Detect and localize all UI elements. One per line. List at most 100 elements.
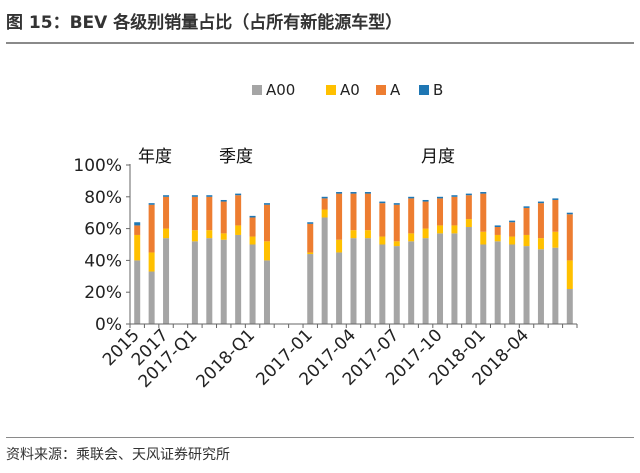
bar-segment-a xyxy=(494,227,501,235)
figure-title: 图 15：BEV 各级别销量占比（占所有新能源车型） xyxy=(6,13,403,33)
bar-segment-a0 xyxy=(537,238,544,250)
bar-segment-a xyxy=(422,201,429,229)
bar-segment-a00 xyxy=(307,254,314,324)
bar-segment-a00 xyxy=(148,271,155,324)
bar-segment-b xyxy=(509,220,516,223)
bar-segment-b xyxy=(321,196,328,199)
bar-segment-a00 xyxy=(220,239,227,324)
bar-segment-a00 xyxy=(321,217,328,324)
legend-label-a: A xyxy=(390,81,401,99)
bar-segment-a0 xyxy=(235,225,242,235)
bar-segment-b xyxy=(537,201,544,204)
bar-segment-a0 xyxy=(350,230,357,239)
bar-segment-a xyxy=(134,225,141,235)
bar-segment-a0 xyxy=(422,228,429,239)
bar-segment-a xyxy=(350,193,357,231)
bar-segment-b xyxy=(350,192,357,194)
bar-segment-a xyxy=(552,199,559,232)
bar-segment-a0 xyxy=(552,231,559,248)
bar-segment-a xyxy=(364,193,371,231)
bar-segment-a xyxy=(263,204,270,242)
bar-segment-a0 xyxy=(206,230,213,239)
bar-segment-a00 xyxy=(206,238,213,324)
title-divider xyxy=(6,42,634,44)
bar-segment-a xyxy=(465,195,472,220)
bar-segment-a0 xyxy=(480,231,487,245)
bar-segment-b xyxy=(307,222,314,224)
source-divider xyxy=(6,437,634,438)
bar-segment-a00 xyxy=(494,241,501,324)
bar-segment-a00 xyxy=(408,241,415,324)
bar-segment-a0 xyxy=(465,219,472,228)
legend-label-a00: A00 xyxy=(266,81,295,99)
bar-segment-b xyxy=(480,192,487,194)
bar-segment-b xyxy=(235,193,242,196)
bar-segment-a0 xyxy=(220,233,227,240)
bar-segment-a0 xyxy=(191,230,198,242)
bar-segment-a00 xyxy=(350,238,357,324)
bar-segment-a xyxy=(393,204,400,242)
group-label: 年度 xyxy=(138,147,172,167)
bar-segment-a00 xyxy=(364,238,371,324)
bar-segment-a xyxy=(437,198,444,226)
bar-segment-a xyxy=(523,207,530,235)
bar-segment-a0 xyxy=(336,239,343,253)
bar-segment-a xyxy=(191,196,198,231)
bar-segment-a0 xyxy=(451,225,458,234)
bar-segment-a xyxy=(451,196,458,226)
bar-segment-b xyxy=(566,212,573,215)
legend-label-a0: A0 xyxy=(340,81,360,99)
bar-segment-b xyxy=(408,196,415,199)
bar-segment-b xyxy=(523,206,530,208)
bar-segment-a0 xyxy=(163,228,170,239)
bar-segment-a00 xyxy=(163,238,170,324)
x-tick-label: 2018-Q1 xyxy=(192,325,259,392)
bar-segment-a00 xyxy=(552,247,559,324)
bar-segment-b xyxy=(191,195,198,197)
bar-segment-a0 xyxy=(364,230,371,239)
group-label: 季度 xyxy=(219,147,253,167)
bar-segment-b xyxy=(465,193,472,196)
bar-segment-a0 xyxy=(307,252,314,255)
y-tick-label: 80% xyxy=(84,188,122,208)
bar-segment-a0 xyxy=(379,236,386,245)
bar-segment-a0 xyxy=(393,241,400,247)
bar-segment-a xyxy=(148,204,155,253)
legend-label-b: B xyxy=(433,81,443,99)
bar-segment-b xyxy=(134,222,141,226)
bar-segment-b xyxy=(220,199,227,202)
y-tick-label: 20% xyxy=(84,283,122,303)
bar-segment-a00 xyxy=(235,234,242,324)
bar-segment-a xyxy=(566,214,573,261)
group-label: 月度 xyxy=(421,147,455,167)
bar-segment-a00 xyxy=(422,238,429,324)
bar-segment-a xyxy=(480,193,487,232)
bar-segment-b xyxy=(451,195,458,197)
bar-segment-b xyxy=(336,192,343,194)
bar-segment-a xyxy=(537,203,544,239)
legend-swatch-a xyxy=(376,85,386,95)
bar-segment-b xyxy=(393,203,400,205)
bar-segment-a0 xyxy=(321,209,328,218)
bar-segment-a xyxy=(307,223,314,253)
bar-segment-a xyxy=(321,198,328,210)
bar-segment-a00 xyxy=(437,233,444,324)
bar-segment-a xyxy=(509,222,516,237)
bar-segment-a00 xyxy=(134,260,141,324)
bar-segment-a0 xyxy=(437,225,444,234)
bar-segment-a0 xyxy=(148,252,155,272)
bar-segment-b xyxy=(263,203,270,205)
bar-segment-a0 xyxy=(494,234,501,242)
bar-segment-a xyxy=(249,217,256,237)
bar-segment-b xyxy=(148,203,155,205)
bar-segment-b xyxy=(206,195,213,197)
source-note: 资料来源：乘联会、天风证券研究所 xyxy=(6,447,230,463)
bar-segment-a00 xyxy=(263,260,270,324)
bar-segment-a00 xyxy=(509,244,516,324)
bar-segment-a0 xyxy=(134,234,141,261)
bar-segment-a xyxy=(336,193,343,240)
bar-segment-a00 xyxy=(336,252,343,324)
y-tick-label: 40% xyxy=(84,251,122,271)
y-tick-label: 0% xyxy=(95,315,122,335)
bar-segment-a0 xyxy=(408,233,415,242)
